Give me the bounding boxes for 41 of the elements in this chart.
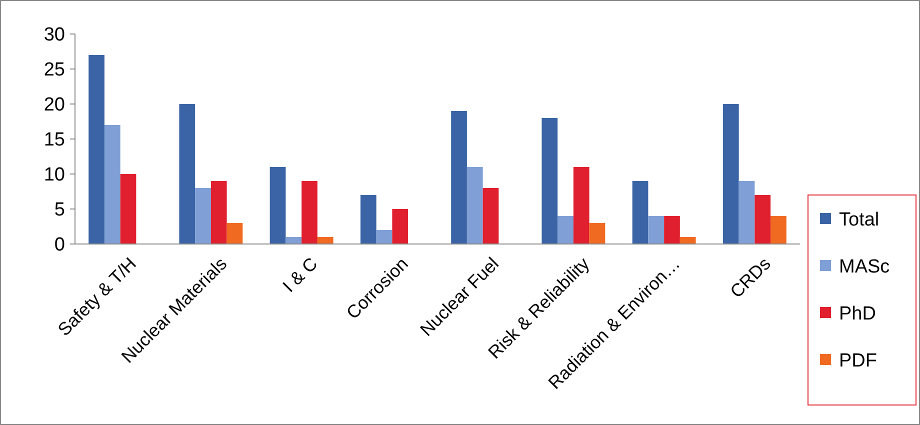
- bar: [770, 216, 786, 244]
- bar: [302, 181, 318, 244]
- bar: [664, 216, 680, 244]
- bar: [179, 104, 196, 244]
- bar: [317, 237, 334, 244]
- x-tick-label: I & C: [278, 254, 322, 296]
- y-tick-label: 15: [44, 130, 65, 151]
- bar: [738, 181, 755, 244]
- bar: [466, 167, 483, 244]
- bar: [270, 167, 286, 244]
- bar: [195, 188, 211, 244]
- bar: [392, 209, 408, 244]
- legend-label: PhD: [839, 304, 876, 325]
- bar: [286, 237, 302, 244]
- legend-label: MASc: [839, 256, 890, 278]
- bar: [542, 118, 558, 244]
- bar: [360, 195, 376, 244]
- y-tick-label: 30: [44, 24, 65, 46]
- y-tick-label: 25: [44, 60, 65, 81]
- y-tick-label: 0: [54, 234, 65, 256]
- bar: [573, 167, 590, 244]
- bar: [482, 188, 499, 244]
- bar: [451, 111, 467, 244]
- bar: [722, 104, 739, 244]
- bar: [632, 181, 648, 244]
- bar: [648, 216, 664, 244]
- bar: [210, 181, 227, 244]
- bar: [376, 230, 392, 244]
- bar: [226, 223, 243, 244]
- bar: [120, 174, 136, 244]
- bar: [104, 125, 120, 244]
- y-tick-label: 10: [44, 164, 65, 186]
- bar: [754, 195, 771, 244]
- bar: [589, 223, 606, 244]
- bar: [558, 216, 574, 244]
- bar: [88, 55, 104, 244]
- legend-label: Total: [839, 210, 880, 231]
- legend-label: PDF: [839, 350, 877, 372]
- y-tick-label: 20: [44, 94, 65, 116]
- y-tick-label: 5: [54, 200, 65, 221]
- bar: [680, 237, 696, 244]
